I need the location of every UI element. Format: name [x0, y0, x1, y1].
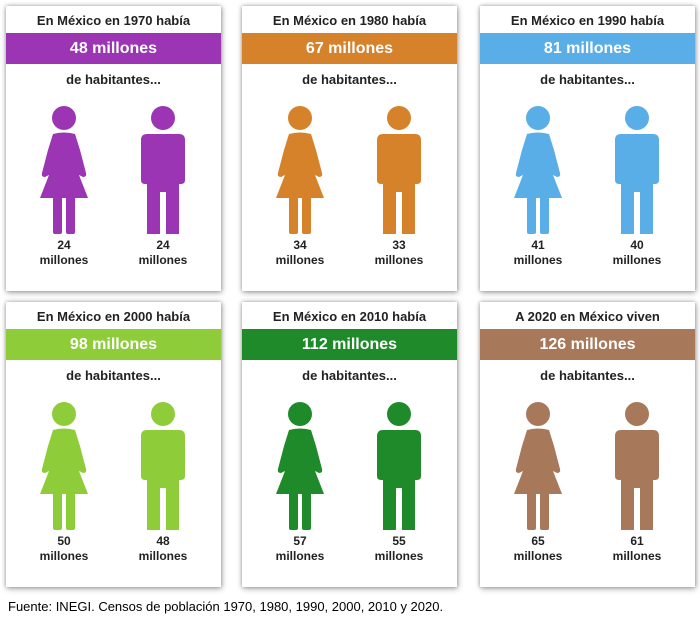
- panel-title: En México en 2000 había: [36, 309, 191, 324]
- panel-2020: A 2020 en México viven 126 millones de hab…: [480, 302, 695, 587]
- panel-1970: En México en 1970 había 48 millones de hab…: [6, 6, 221, 291]
- men-value: 55: [392, 534, 406, 548]
- men-unit: millones: [138, 549, 188, 563]
- panel-title: En México en 1980 había: [272, 13, 427, 28]
- men-value: 48: [156, 534, 170, 548]
- panel-2010: En México en 2010 había 112 millones de ha…: [242, 302, 457, 587]
- women-unit: millones: [39, 549, 89, 563]
- women-figure: [508, 402, 568, 532]
- women-figure: [270, 402, 330, 532]
- women-unit: millones: [39, 253, 89, 267]
- men-unit: millones: [138, 253, 188, 267]
- men-unit: millones: [612, 253, 662, 267]
- men-count: 33 millones: [359, 238, 439, 268]
- subtitle: de habitantes...: [540, 72, 635, 87]
- men-value: 61: [630, 534, 644, 548]
- men-figure: [607, 402, 667, 532]
- women-unit: millones: [513, 253, 563, 267]
- panel-title: En México en 2010 había: [272, 309, 427, 324]
- subtitle: de habitantes...: [66, 368, 161, 383]
- women-figure: [270, 106, 330, 236]
- women-count: 50 millones: [24, 534, 104, 564]
- subtitle: de habitantes...: [66, 72, 161, 87]
- panel-1990: En México en 1990 había 81 millones de hab…: [480, 6, 695, 291]
- female-figure-icon: [40, 402, 88, 530]
- panel-2000: En México en 2000 había 98 millones de hab…: [6, 302, 221, 587]
- male-figure-icon: [377, 402, 421, 530]
- women-count: 41 millones: [498, 238, 578, 268]
- panel-title: En México en 1970 había: [36, 13, 191, 28]
- subtitle: de habitantes...: [302, 368, 397, 383]
- men-count: 40 millones: [597, 238, 677, 268]
- total-banner: 98 millones: [6, 329, 221, 360]
- male-figure-icon: [141, 402, 185, 530]
- female-figure-icon: [276, 402, 324, 530]
- men-value: 40: [630, 238, 644, 252]
- women-figure: [34, 106, 94, 236]
- subtitle: de habitantes...: [540, 368, 635, 383]
- women-figure: [508, 106, 568, 236]
- total-banner: 126 millones: [480, 329, 695, 360]
- male-figure-icon: [615, 402, 659, 530]
- women-count: 57 millones: [260, 534, 340, 564]
- women-count: 24 millones: [24, 238, 104, 268]
- male-figure-icon: [615, 106, 659, 234]
- women-figure: [34, 402, 94, 532]
- total-banner: 112 millones: [242, 329, 457, 360]
- women-value: 50: [57, 534, 71, 548]
- men-figure: [369, 402, 429, 532]
- total-banner: 48 millones: [6, 33, 221, 64]
- men-unit: millones: [374, 253, 424, 267]
- men-count: 48 millones: [123, 534, 203, 564]
- female-figure-icon: [276, 106, 324, 234]
- women-value: 57: [293, 534, 307, 548]
- female-figure-icon: [514, 402, 562, 530]
- men-figure: [607, 106, 667, 236]
- panel-title: A 2020 en México viven: [515, 309, 660, 324]
- men-unit: millones: [374, 549, 424, 563]
- women-unit: millones: [513, 549, 563, 563]
- women-count: 34 millones: [260, 238, 340, 268]
- women-unit: millones: [275, 549, 325, 563]
- male-figure-icon: [377, 106, 421, 234]
- total-banner: 81 millones: [480, 33, 695, 64]
- source-note: Fuente: INEGI. Censos de población 1970,…: [8, 599, 444, 614]
- men-value: 33: [392, 238, 406, 252]
- total-banner: 67 millones: [242, 33, 457, 64]
- female-figure-icon: [514, 106, 562, 234]
- men-count: 61 millones: [597, 534, 677, 564]
- women-count: 65 millones: [498, 534, 578, 564]
- men-unit: millones: [612, 549, 662, 563]
- female-figure-icon: [40, 106, 88, 234]
- women-value: 65: [531, 534, 545, 548]
- women-unit: millones: [275, 253, 325, 267]
- women-value: 34: [293, 238, 307, 252]
- men-figure: [369, 106, 429, 236]
- male-figure-icon: [141, 106, 185, 234]
- men-count: 55 millones: [359, 534, 439, 564]
- panel-title: En México en 1990 había: [510, 13, 665, 28]
- subtitle: de habitantes...: [302, 72, 397, 87]
- women-value: 41: [531, 238, 545, 252]
- men-value: 24: [156, 238, 170, 252]
- men-figure: [133, 106, 193, 236]
- men-count: 24 millones: [123, 238, 203, 268]
- panel-1980: En México en 1980 había 67 millones de hab…: [242, 6, 457, 291]
- men-figure: [133, 402, 193, 532]
- women-value: 24: [57, 238, 71, 252]
